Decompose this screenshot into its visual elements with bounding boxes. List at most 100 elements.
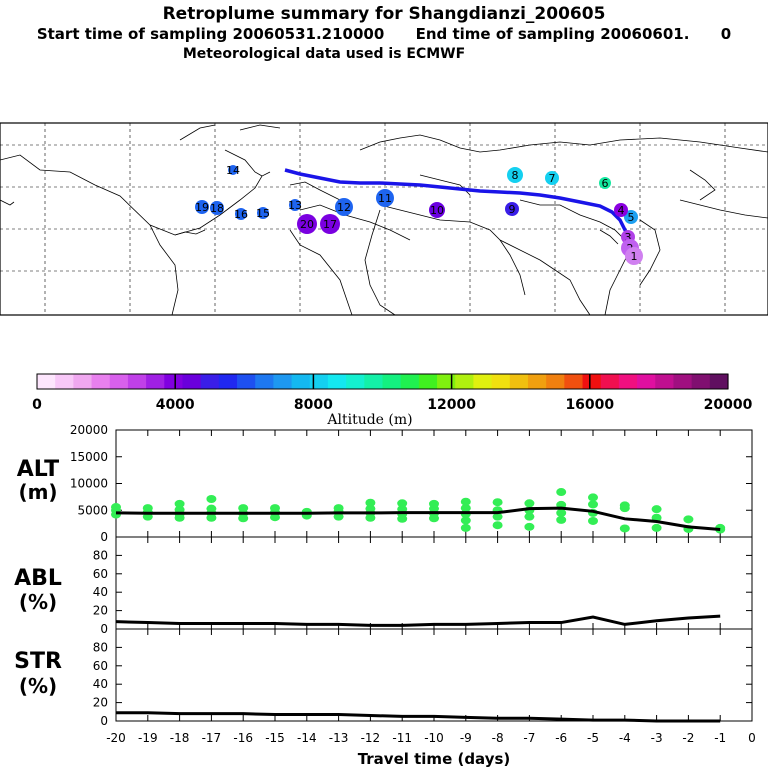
plume-point-label: 6 bbox=[602, 177, 609, 190]
plume-point-label: 5 bbox=[628, 211, 635, 224]
colorbar-cell bbox=[527, 374, 547, 389]
colorbar-cell bbox=[127, 374, 147, 389]
altitude-colorbar: 0 4000 8000 12000 16000 20000 Altitude (m) bbox=[32, 373, 753, 428]
plume-centroids: 2017191816151413121110987654321 bbox=[195, 164, 643, 265]
x-tick-label: 0 bbox=[748, 731, 756, 745]
x-tick-label: -19 bbox=[138, 731, 158, 745]
plume-point-label: 14 bbox=[226, 164, 240, 177]
altitude-spread-point bbox=[556, 515, 567, 524]
altitude-spread-point bbox=[651, 523, 662, 532]
plume-point-10 bbox=[429, 202, 445, 218]
altitude-spread-point bbox=[111, 503, 121, 512]
colorbar-cell bbox=[255, 374, 274, 389]
x-tick-label: -15 bbox=[265, 731, 285, 745]
x-tick-label: -9 bbox=[460, 731, 472, 745]
y-tick-label: 15000 bbox=[70, 450, 108, 464]
colorbar-cell bbox=[655, 374, 675, 389]
plume-point-17 bbox=[320, 214, 340, 234]
colorbar-cell bbox=[182, 374, 202, 389]
y-tick-label: 80 bbox=[93, 548, 108, 562]
altitude-spread-point bbox=[174, 499, 185, 508]
colorbar-tick-label: 20000 bbox=[704, 397, 753, 413]
str-panel-unit: (%) bbox=[19, 674, 57, 698]
colorbar-cell bbox=[673, 374, 693, 389]
altitude-spread-point bbox=[556, 508, 567, 517]
altitude-spread-point bbox=[556, 488, 567, 497]
x-tick-label: -4 bbox=[619, 731, 631, 745]
colorbar-cell bbox=[291, 374, 311, 389]
colorbar-label: Altitude (m) bbox=[326, 412, 412, 428]
y-tick-label: 10000 bbox=[70, 477, 108, 491]
plume-point-label: 10 bbox=[430, 204, 444, 217]
x-tick-label: -17 bbox=[202, 731, 222, 745]
colorbar-cell bbox=[346, 374, 365, 389]
x-tick-label: -7 bbox=[523, 731, 535, 745]
colorbar-cell bbox=[564, 374, 584, 389]
met-data-line: Meteorological data used is ECMWF bbox=[182, 46, 466, 62]
altitude-spread-point bbox=[206, 504, 217, 513]
altitude-spread-point bbox=[619, 501, 630, 510]
x-tick-label: -11 bbox=[392, 731, 412, 745]
x-tick-label: -6 bbox=[555, 731, 567, 745]
altitude-spread-point bbox=[524, 512, 535, 521]
altitude-spread-point bbox=[333, 504, 344, 513]
altitude-spread-point bbox=[588, 500, 598, 509]
plume-point-label: 4 bbox=[618, 204, 625, 217]
altitude-spread-point bbox=[397, 499, 408, 508]
altitude-spread-point bbox=[524, 522, 535, 531]
x-tick-label: -20 bbox=[106, 731, 126, 745]
plume-point-7 bbox=[545, 171, 559, 185]
x-axis-label: Travel time (days) bbox=[358, 750, 511, 768]
x-tick-label: -3 bbox=[651, 731, 663, 745]
colorbar-cell bbox=[237, 374, 256, 389]
plume-point-9 bbox=[505, 202, 519, 216]
plume-point-label: 7 bbox=[549, 172, 556, 185]
colorbar-cell bbox=[546, 374, 565, 389]
altitude-spread-point bbox=[651, 505, 662, 514]
colorbar-cell bbox=[364, 374, 384, 389]
colorbar-cell bbox=[91, 374, 111, 389]
plume-point-16 bbox=[235, 208, 247, 220]
plume-point-label: 1 bbox=[631, 250, 638, 263]
x-tick-label: -12 bbox=[361, 731, 381, 745]
plume-point-label: 8 bbox=[512, 169, 519, 182]
y-tick-label: 0 bbox=[100, 530, 108, 544]
colorbar-cell bbox=[73, 374, 93, 389]
altitude-spread-point bbox=[492, 498, 503, 507]
plume-point-label: 20 bbox=[300, 218, 314, 231]
x-tick-label: -10 bbox=[424, 731, 444, 745]
colorbar-cell bbox=[618, 374, 638, 389]
plume-point-6 bbox=[599, 177, 611, 189]
x-tick-label: -16 bbox=[233, 731, 253, 745]
y-tick-label: 80 bbox=[93, 640, 108, 654]
alt-panel-unit: (m) bbox=[18, 480, 57, 504]
plume-point-label: 12 bbox=[337, 201, 351, 214]
plume-point-19 bbox=[195, 200, 209, 214]
colorbar-cell bbox=[473, 374, 493, 389]
plume-point-label: 3 bbox=[625, 231, 632, 244]
alt-panel: ALT(m) 20000 15000 10000 5000 0 bbox=[17, 423, 753, 544]
colorbar-tick-label: 0 bbox=[32, 397, 42, 413]
abl-panel-unit: (%) bbox=[19, 590, 57, 614]
altitude-spread-point bbox=[238, 504, 249, 513]
colorbar-cell bbox=[491, 374, 511, 389]
abl-mean-line bbox=[115, 614, 721, 627]
plume-point-label: 19 bbox=[195, 201, 209, 214]
plume-point-label: 15 bbox=[256, 207, 270, 220]
plume-point-11 bbox=[376, 189, 394, 207]
x-tick-label: -8 bbox=[492, 731, 504, 745]
colorbar-cell bbox=[218, 374, 238, 389]
plume-point-label: 18 bbox=[210, 202, 224, 215]
x-tick-label: -14 bbox=[297, 731, 317, 745]
colorbar-cell bbox=[418, 374, 438, 389]
x-tick-label: -5 bbox=[587, 731, 599, 745]
y-tick-label: 40 bbox=[93, 677, 108, 691]
x-tick-label: -2 bbox=[682, 731, 694, 745]
colorbar-tick-label: 16000 bbox=[565, 397, 614, 413]
y-tick-label: 0 bbox=[100, 714, 108, 728]
altitude-spread-point bbox=[142, 504, 153, 513]
abl-panel: ABL(%) 80 60 40 20 0 bbox=[14, 536, 753, 636]
abl-panel-label: ABL bbox=[14, 566, 62, 591]
altitude-spread-point bbox=[460, 504, 471, 513]
